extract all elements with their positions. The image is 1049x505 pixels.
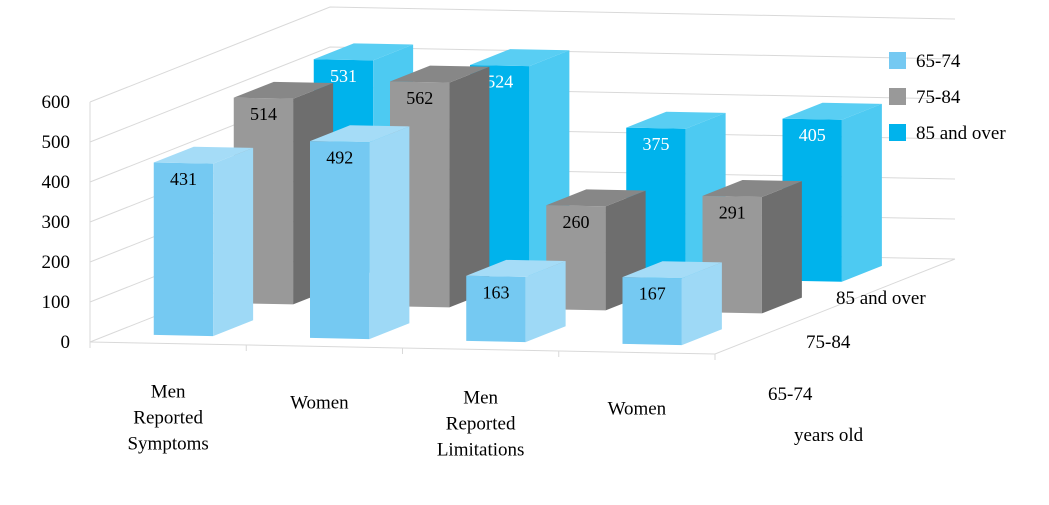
bar-top — [782, 102, 882, 120]
bar-side — [841, 103, 882, 282]
data-label: 514 — [250, 104, 277, 124]
category-label: Men Reported Limitations — [437, 388, 525, 461]
category-label-line: Reported — [446, 414, 516, 435]
legend-item: 85 and over — [889, 123, 1006, 144]
depth-axis-label: 85 and over — [836, 288, 926, 309]
data-label: 163 — [482, 282, 509, 302]
bar-top — [626, 111, 726, 129]
bar: 431 — [153, 146, 254, 337]
bar-top — [702, 180, 802, 197]
y-tick-label: 500 — [42, 132, 71, 153]
category-label: Men Reported Symptoms — [127, 382, 208, 455]
depth-axis-label: 75-84 — [806, 332, 851, 353]
bar-front — [622, 277, 682, 346]
legend-swatch — [889, 88, 906, 105]
data-label: 167 — [639, 284, 666, 304]
data-label: 291 — [719, 202, 746, 222]
bar-top — [313, 43, 414, 61]
data-label: 562 — [406, 88, 433, 108]
bar-side — [369, 126, 410, 340]
legend-label: 65-74 — [916, 51, 961, 72]
legend-item: 75-84 — [889, 87, 961, 108]
legend-label: 85 and over — [916, 123, 1006, 144]
x-axis-categories: Men Reported Symptoms Women Men Reported Limit… — [127, 382, 666, 461]
y-tick-label: 600 — [42, 92, 71, 113]
data-label: 431 — [170, 169, 197, 189]
bar-top — [310, 125, 410, 143]
category-label-line: Women — [290, 393, 349, 414]
bar-top — [470, 49, 570, 67]
gridline — [89, 6, 956, 103]
gridline — [89, 46, 956, 143]
bar: 492 — [310, 125, 410, 340]
bar-side — [761, 181, 802, 314]
legend-item: 65-74 — [889, 51, 961, 72]
data-label: 260 — [562, 212, 589, 232]
depth-axis-label: 65-74 — [768, 384, 813, 405]
category-label-line: Men — [463, 388, 498, 409]
bar-side — [525, 261, 566, 343]
bar-front — [153, 162, 214, 337]
data-label: 375 — [642, 134, 669, 154]
y-tick-label: 400 — [42, 172, 71, 193]
y-tick-label: 200 — [42, 252, 71, 273]
bar-front — [466, 275, 526, 343]
data-label: 405 — [799, 125, 826, 145]
data-label: 531 — [330, 66, 357, 86]
category-label: Women — [290, 393, 349, 414]
bar-top — [622, 261, 722, 279]
bar-side — [681, 262, 722, 346]
bar-front — [310, 141, 370, 340]
bars: 531 524 375 405 514 562 260 291 431 492 163 167 — [153, 43, 882, 346]
bar-side — [449, 66, 490, 308]
data-label: 524 — [486, 72, 513, 92]
depth-axis-title: years old — [794, 425, 864, 446]
legend-swatch — [889, 124, 906, 141]
legend-label: 75-84 — [916, 87, 961, 108]
category-label-line: Reported — [133, 408, 203, 429]
legend: 65-74 75-84 85 and over — [889, 51, 1006, 144]
category-label-line: Limitations — [437, 440, 525, 461]
category-label-line: Women — [608, 399, 667, 420]
legend-swatch — [889, 52, 906, 69]
bar-top — [233, 81, 334, 99]
data-label: 492 — [326, 148, 353, 168]
depth-axis-labels: 85 and over 75-84 65-74 years old — [768, 288, 926, 446]
y-tick-label: 300 — [42, 212, 71, 233]
bar-top — [466, 259, 566, 277]
y-tick-label: 100 — [42, 292, 71, 313]
bar-top — [390, 65, 490, 83]
category-label-line: Symptoms — [127, 434, 208, 455]
bar-top — [546, 189, 646, 207]
category-label: Women — [608, 399, 667, 420]
bar-top — [153, 146, 254, 164]
bar: 163 — [466, 259, 566, 343]
y-axis-ticks: 0 100 200 300 400 500 600 — [42, 92, 71, 353]
bar-side — [213, 147, 254, 337]
category-label-line: Men — [151, 382, 186, 403]
y-tick-label: 0 — [61, 332, 71, 353]
bar: 167 — [622, 261, 722, 346]
